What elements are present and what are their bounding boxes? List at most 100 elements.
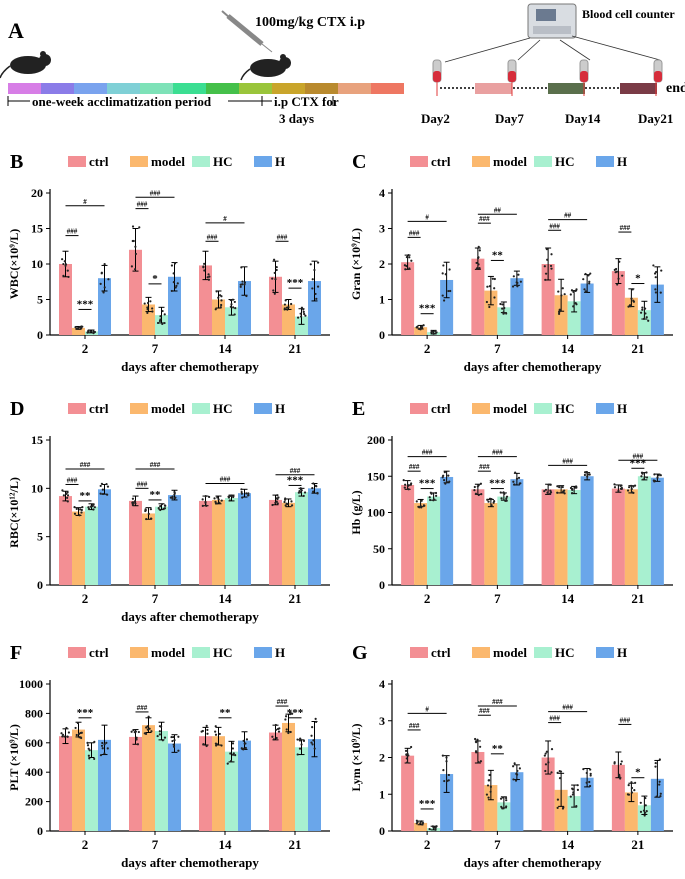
data-point: [62, 262, 65, 266]
legend-swatch: [68, 647, 86, 658]
data-point: [202, 265, 205, 268]
data-point: [171, 497, 174, 500]
data-point: [479, 745, 482, 748]
data-point: [556, 798, 560, 801]
x-axis-label: days after chemotherapy: [121, 855, 259, 870]
data-point: [428, 496, 431, 499]
data-point: [419, 820, 423, 823]
x-tick-label: 2: [82, 837, 89, 852]
significance-label: ###: [150, 189, 161, 197]
x-tick-label: 7: [494, 837, 501, 852]
data-point: [311, 287, 314, 290]
bar: [72, 729, 85, 831]
data-point: [631, 288, 634, 291]
data-point: [630, 791, 634, 794]
data-point: [501, 307, 504, 310]
data-point: [314, 292, 317, 296]
data-point: [658, 783, 661, 786]
data-point: [158, 733, 162, 736]
data-point: [445, 480, 448, 484]
legend-swatch: [596, 647, 614, 658]
data-point: [504, 796, 508, 800]
y-tick-label: 50: [373, 542, 385, 556]
data-point: [572, 791, 575, 794]
data-point: [419, 822, 422, 825]
data-point: [485, 300, 488, 304]
significance-label: ###: [220, 476, 231, 484]
bar: [471, 258, 485, 335]
y-tick-label: 5: [37, 293, 43, 307]
legend-label: H: [617, 401, 627, 416]
significance-label: ###: [137, 480, 148, 488]
data-point: [493, 287, 496, 290]
bar: [98, 489, 111, 585]
data-point: [206, 276, 209, 279]
data-point: [407, 484, 410, 487]
y-tick-label: 800: [25, 706, 43, 720]
data-point: [588, 780, 591, 784]
data-point: [659, 792, 662, 795]
data-point: [205, 504, 208, 507]
data-point: [315, 485, 318, 488]
data-point: [130, 265, 134, 268]
blood-tube-icon: [579, 59, 589, 83]
significance-label: ***: [489, 478, 506, 490]
data-point: [512, 480, 515, 483]
data-point: [512, 765, 515, 768]
x-tick-label: 21: [289, 341, 302, 356]
data-point: [145, 517, 148, 521]
significance-label: *: [635, 767, 641, 779]
bar: [269, 732, 282, 831]
data-point: [100, 482, 104, 485]
data-point: [79, 508, 82, 511]
x-tick-label: 7: [494, 591, 501, 606]
data-point: [312, 739, 315, 742]
data-point: [653, 479, 656, 483]
data-point: [240, 490, 243, 494]
timeline-segment: [338, 83, 371, 94]
data-point: [406, 761, 409, 764]
data-point: [275, 500, 278, 503]
blood-counter-icon: [527, 3, 577, 39]
legend-label: ctrl: [431, 645, 451, 660]
data-point: [170, 289, 173, 293]
data-point: [284, 715, 288, 718]
data-point: [586, 475, 589, 478]
significance-label: ***: [77, 707, 94, 719]
data-point: [105, 741, 108, 744]
data-point: [204, 495, 207, 498]
data-point: [207, 278, 211, 281]
data-point: [639, 311, 643, 314]
data-point: [313, 268, 316, 272]
data-point: [65, 726, 68, 730]
bar: [624, 792, 638, 831]
data-point: [491, 277, 494, 280]
y-tick-label: 150: [367, 469, 385, 483]
bar: [414, 503, 428, 585]
data-point: [431, 330, 435, 333]
bar: [168, 743, 181, 831]
data-point: [207, 273, 210, 276]
data-point: [240, 492, 244, 495]
data-point: [500, 805, 503, 808]
data-point: [417, 327, 421, 331]
bar: [484, 785, 498, 831]
blood-tube-icon: [653, 59, 663, 83]
data-point: [79, 327, 82, 330]
data-point: [633, 484, 637, 487]
data-point: [274, 723, 277, 727]
significance-label: ***: [287, 277, 304, 289]
data-point: [312, 482, 315, 485]
data-point: [488, 285, 491, 288]
data-point: [287, 731, 290, 735]
bar: [308, 281, 321, 335]
data-point: [173, 262, 177, 265]
data-point: [206, 728, 209, 732]
y-axis-label: Gran (×10⁹/L): [349, 228, 363, 300]
data-point: [203, 262, 206, 265]
data-point: [171, 739, 174, 743]
data-point: [410, 482, 413, 485]
data-point: [474, 492, 478, 495]
data-point: [311, 726, 314, 729]
data-point: [642, 809, 646, 812]
